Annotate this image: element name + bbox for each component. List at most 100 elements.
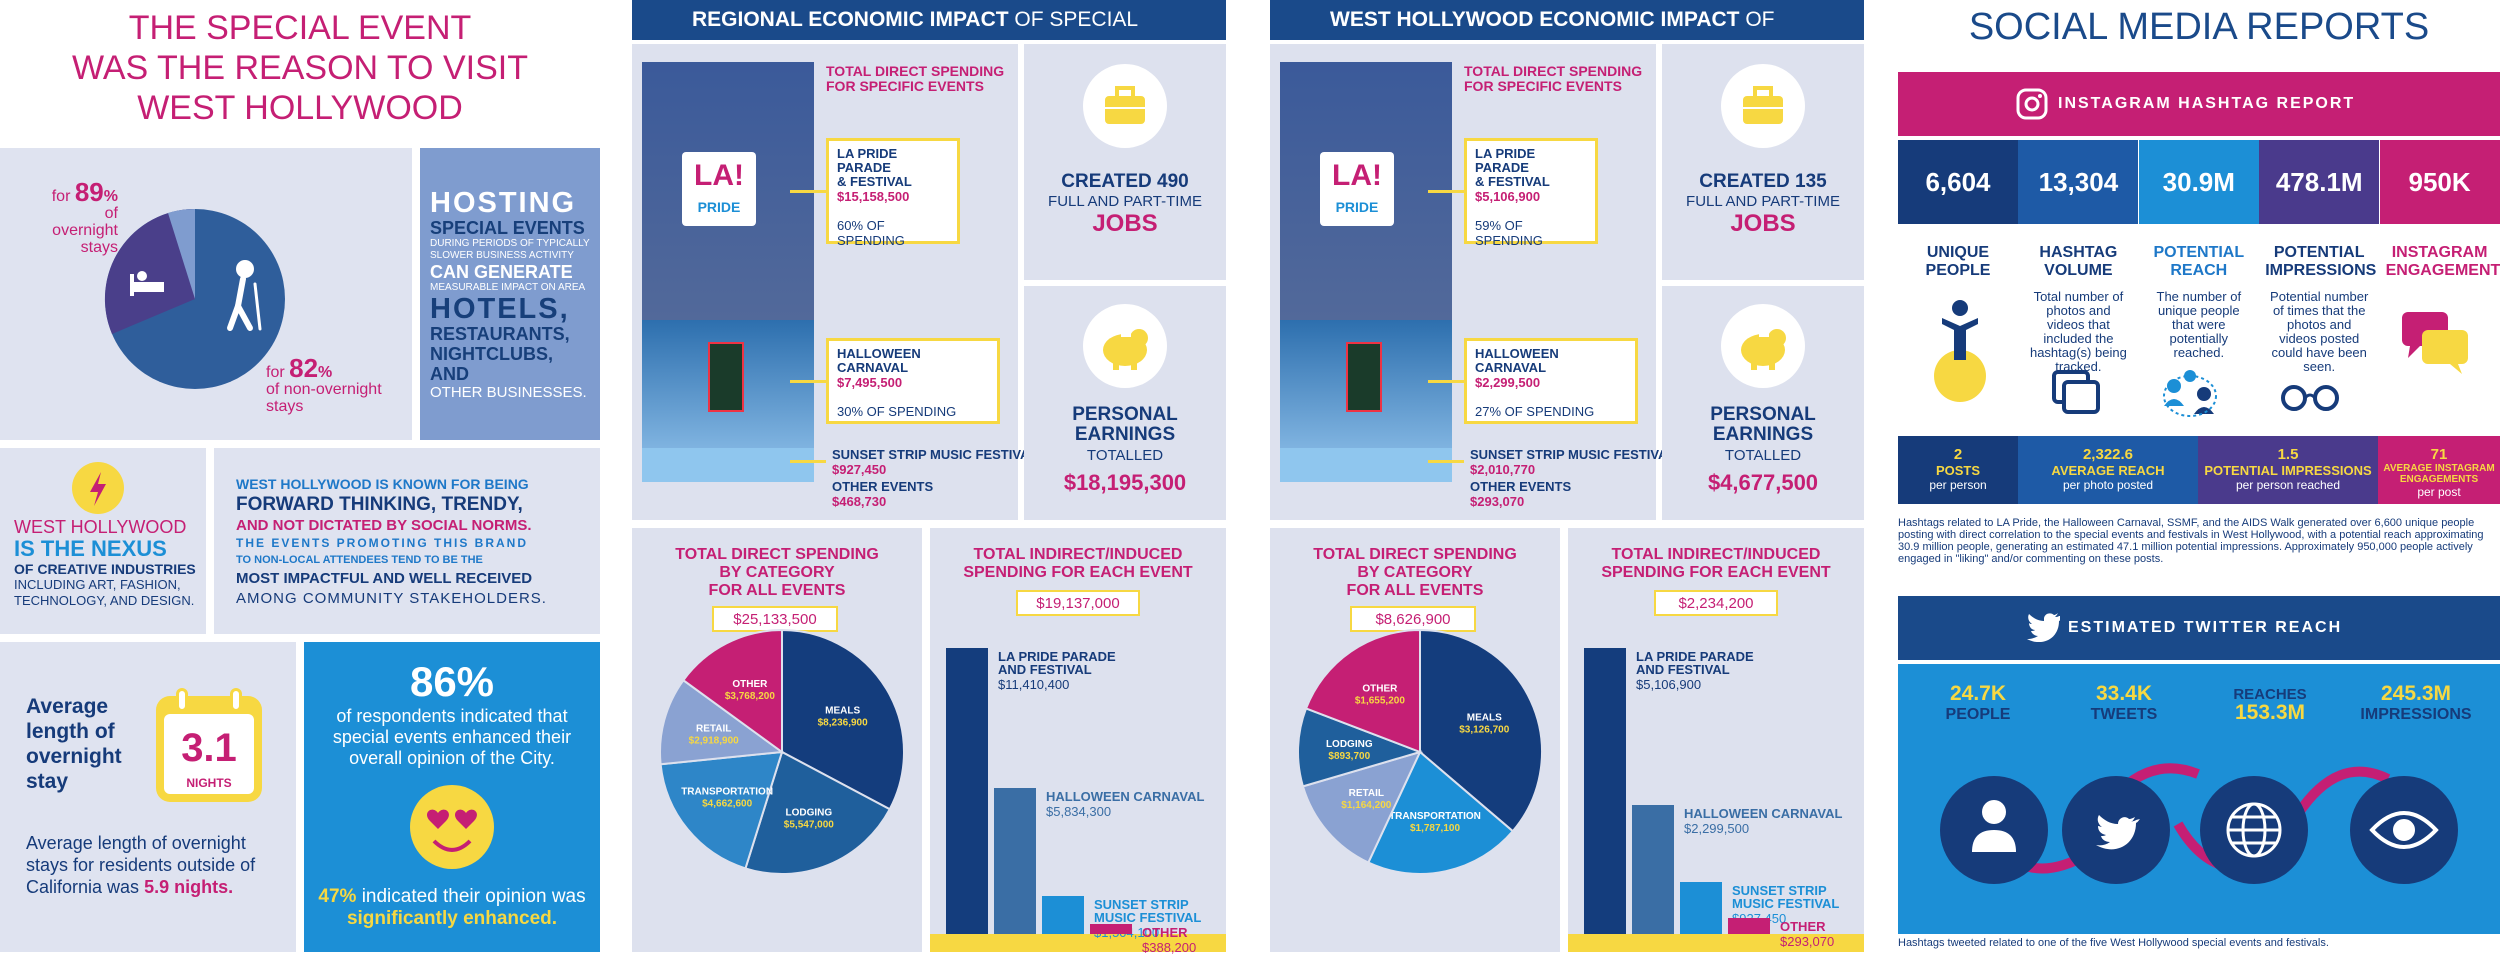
bar-category: OTHER xyxy=(1780,918,1826,934)
visit-pie-panel: for 89% of overnight stays for 82% of no… xyxy=(0,148,412,440)
hosting-l7: HOTELS, xyxy=(430,293,570,325)
spend-title-line: TOTAL DIRECT SPENDING xyxy=(826,63,1005,79)
category-total: $25,133,500 xyxy=(712,606,838,632)
globe-icon xyxy=(2226,802,2282,858)
connector-line xyxy=(1428,460,1464,463)
category-title-line: TOTAL DIRECT SPENDING xyxy=(1313,546,1517,563)
forward-l2: FORWARD THINKING, TRENDY, xyxy=(236,494,523,515)
briefcase-icon xyxy=(1721,64,1805,148)
spend-title-line: FOR SPECIFIC EVENTS xyxy=(1464,78,1622,94)
header-bold: WEST HOLLYWOOD ECONOMIC IMPACT xyxy=(1330,8,1740,31)
forward-l5: TO NON-LOCAL ATTENDEES TEND TO BE THE xyxy=(236,554,483,566)
category-title-line: FOR ALL EVENTS xyxy=(1346,582,1484,599)
la-pride-logo: LA! PRIDE xyxy=(1320,152,1394,226)
network-icon xyxy=(2163,370,2217,417)
ig-metric-label: UNIQUE PEOPLE xyxy=(1925,244,1991,279)
connector-line xyxy=(790,380,826,383)
ig-sub-unit: per post xyxy=(2417,485,2461,499)
twitter-flow-diagram xyxy=(1940,763,2458,884)
ig-sub-value: 1.5 xyxy=(2277,446,2299,463)
other-name: OTHER EVENTS xyxy=(1470,479,1572,494)
spend-title: TOTAL DIRECT SPENDING FOR SPECIFIC EVENTS xyxy=(826,64,1004,94)
indirect-title-line: TOTAL INDIRECT/INDUCED xyxy=(1611,546,1821,563)
event-name: HALLOWEEN CARNAVAL xyxy=(837,346,921,375)
forward-l1: WEST HOLLYWOOD IS KNOWN FOR BEING xyxy=(236,476,529,492)
heart-eyes-emoji-icon xyxy=(410,785,494,869)
earnings-value: $18,195,300 xyxy=(1063,470,1187,495)
bar-category: LA PRIDE PARADE AND FESTIVAL xyxy=(1636,649,1754,677)
chart-baseline xyxy=(1568,934,1864,952)
event-pct: 27% OF SPENDING xyxy=(1475,404,1595,419)
tw-metric-value: 153.3M xyxy=(2234,701,2306,724)
earnings-value: $4,677,500 xyxy=(1707,470,1819,495)
indirect-total: $2,234,200 xyxy=(1654,590,1778,616)
title-line: WEST HOLLYWOOD xyxy=(137,89,463,127)
hosting-l1: HOSTING xyxy=(430,187,577,219)
hosting-l5: CAN GENERATE xyxy=(430,262,573,282)
section-header: WEST HOLLYWOOD ECONOMIC IMPACT OF SPECIA… xyxy=(1270,0,1864,71)
glasses-icon xyxy=(2281,385,2339,411)
sunset-value: $2,010,770 xyxy=(1470,462,1536,477)
indirect-title: TOTAL INDIRECT/INDUCED SPENDING FOR EACH … xyxy=(930,546,1226,582)
indirect-title: TOTAL INDIRECT/INDUCED SPENDING FOR EACH … xyxy=(1568,546,1864,582)
connector-line xyxy=(790,190,826,193)
nexus-l3: OF CREATIVE INDUSTRIES xyxy=(14,561,196,577)
spend-title-line: TOTAL DIRECT SPENDING xyxy=(1464,63,1643,79)
bar-value: $5,834,300 xyxy=(1046,803,1112,819)
indirect-title-line: SPENDING FOR EACH EVENT xyxy=(1601,564,1831,581)
ig-sub-metric: 1.5 POTENTIAL IMPRESSIONS per person reach… xyxy=(2198,436,2378,504)
bar-value: $5,106,900 xyxy=(1636,677,1702,692)
chart-baseline xyxy=(930,934,1226,952)
calendar-icon: 3.1 NIGHTS xyxy=(156,688,262,802)
earnings-l3: TOTALLED xyxy=(1724,447,1802,464)
connector-line xyxy=(1428,380,1464,383)
page-title: THE SPECIAL EVENT WAS THE REASON TO VISI… xyxy=(0,8,600,128)
ig-sub-value: 71 xyxy=(2430,446,2448,463)
event-value: $2,299,500 xyxy=(1475,375,1541,390)
category-title: TOTAL DIRECT SPENDING BY CATEGORY FOR ALL … xyxy=(632,546,922,600)
ig-metric-desc: Potential number of times that the photo… xyxy=(2270,289,2369,374)
instagram-title: INSTAGRAM HASHTAG REPORT xyxy=(2058,95,2356,112)
category-title-line: FOR ALL EVENTS xyxy=(708,582,846,599)
tw-metric-label: TWEETS xyxy=(2090,706,2158,723)
instagram-icon xyxy=(2016,88,2048,120)
bar-3 xyxy=(1090,924,1132,934)
halloween-poster xyxy=(708,342,744,412)
ig-metric-label: HASHTAG VOLUME xyxy=(2039,244,2118,279)
ig-metric-value: 478.1M xyxy=(2259,140,2380,224)
ig-sub-value: 2 xyxy=(1953,446,1963,463)
stay-unit: NIGHTS xyxy=(186,776,232,790)
ig-metric-label: INSTAGRAM ENGAGEMENT xyxy=(2385,244,2500,279)
forward-panel: WEST HOLLYWOOD IS KNOWN FOR BEING FORWAR… xyxy=(214,448,600,634)
hiker-icon xyxy=(227,260,262,331)
event-name: & FESTIVAL xyxy=(1475,174,1550,189)
opinion-text2: 47% indicated their opinion was significa… xyxy=(318,886,586,929)
bar-value: $388,200 xyxy=(1142,940,1197,955)
event-name: LA PRIDE PARADE xyxy=(837,146,898,175)
bar-category: LA PRIDE PARADE AND FESTIVAL xyxy=(998,649,1116,677)
ig-sub-label: AVERAGE INSTAGRAM ENGAGEMENTS xyxy=(2383,463,2495,485)
hosting-l8: RESTAURANTS, xyxy=(430,324,570,344)
sunset-name: SUNSET STRIP MUSIC FESTIVAL xyxy=(832,447,1038,462)
tw-metric-label: PEOPLE xyxy=(1945,706,2011,723)
la-pride-logo: LA! PRIDE xyxy=(682,152,756,226)
stay-heading: Average length of overnight stay xyxy=(26,695,122,793)
nexus-l4: INCLUDING ART, FASHION, xyxy=(14,577,181,592)
tw-metric-label: IMPRESSIONS xyxy=(2360,706,2472,723)
bar-value: $2,299,500 xyxy=(1684,821,1750,837)
event-value: $7,495,500 xyxy=(837,375,903,390)
jobs-panel: CREATED 135 FULL AND PART-TIME JOBS xyxy=(1662,44,1864,280)
header-bold: REGIONAL ECONOMIC IMPACT xyxy=(692,8,1009,31)
stay-panel: Average length of overnight stay 3.1 NIG… xyxy=(0,642,296,952)
jobs-label: JOBS xyxy=(1730,210,1796,237)
category-title-line: BY CATEGORY xyxy=(719,564,835,581)
piggy-bank-icon xyxy=(1721,304,1805,388)
ig-metric-value: 13,304 xyxy=(2018,140,2139,224)
stay-text: Average length of overnight stays for re… xyxy=(26,833,256,897)
bar-category: SUNSET STRIP MUSIC FESTIVAL xyxy=(1094,897,1202,926)
earnings-l3: TOTALLED xyxy=(1086,447,1164,464)
ig-metric-value: 30.9M xyxy=(2138,140,2259,224)
spend-title: TOTAL DIRECT SPENDING FOR SPECIFIC EVENTS xyxy=(1464,64,1642,94)
la-pride-callout: LA PRIDE PARADE & FESTIVAL $15,158,500 60% … xyxy=(826,138,960,248)
indirect-title-line: TOTAL INDIRECT/INDUCED xyxy=(973,546,1183,563)
